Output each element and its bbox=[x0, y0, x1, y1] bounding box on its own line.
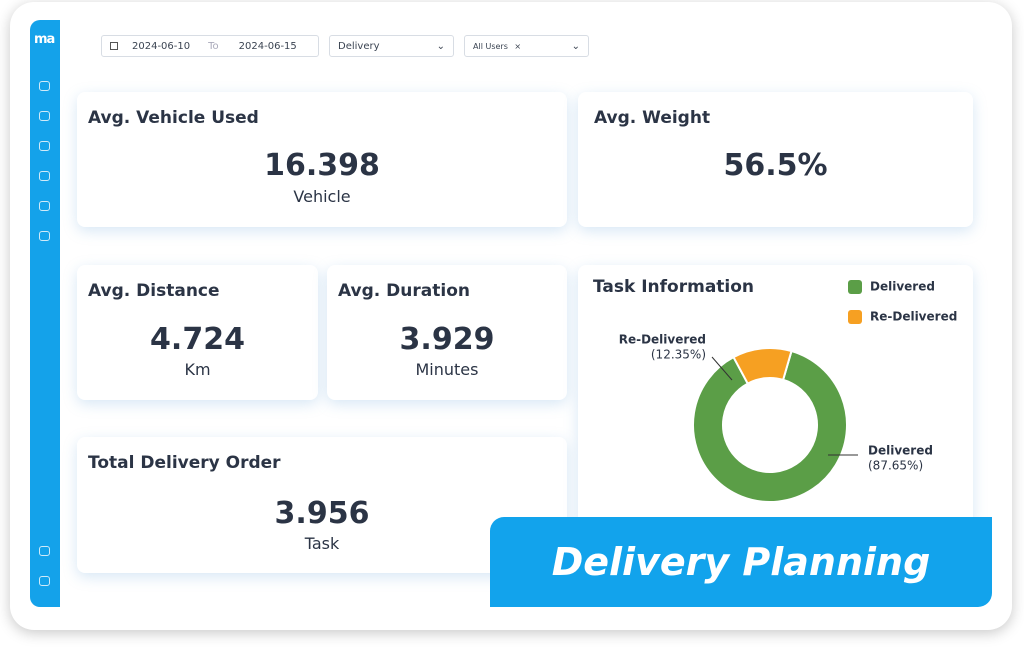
date-from: 2024-06-10 bbox=[132, 40, 191, 52]
card-unit: Km bbox=[184, 360, 211, 379]
legend-swatch bbox=[848, 280, 862, 294]
user-tag: All Users bbox=[473, 41, 508, 51]
callout-label: Delivered bbox=[868, 444, 933, 458]
card-value: 16.398 bbox=[264, 148, 380, 183]
callout-value: (87.65%) bbox=[868, 459, 923, 473]
type-select[interactable]: Delivery ⌄ bbox=[329, 35, 454, 57]
callout-label: Re-Delivered bbox=[619, 333, 706, 347]
metric-card: Avg. Vehicle Used 16.398 Vehicle bbox=[77, 92, 567, 227]
calendar-icon bbox=[110, 42, 118, 50]
callout-value: (12.35%) bbox=[651, 348, 706, 362]
users-select[interactable]: All Users × ⌄ bbox=[464, 35, 589, 57]
nav-icon[interactable] bbox=[39, 546, 50, 556]
chart-title: Task Information bbox=[593, 277, 754, 297]
date-range[interactable]: 2024-06-10 To 2024-06-15 bbox=[101, 35, 319, 57]
banner: Delivery Planning bbox=[490, 517, 992, 607]
date-to: 2024-06-15 bbox=[238, 40, 297, 52]
logo: ma bbox=[34, 32, 55, 47]
nav-icon[interactable] bbox=[39, 111, 50, 121]
metric-card: Avg. Duration 3.929 Minutes bbox=[327, 265, 567, 400]
nav-icon[interactable] bbox=[39, 576, 50, 586]
donut-slice bbox=[692, 349, 848, 503]
card-value: 3.929 bbox=[399, 322, 495, 357]
metric-card: Avg. Weight 56.5% bbox=[578, 92, 973, 227]
card-value: 56.5% bbox=[723, 148, 828, 183]
chevron: ⌄ bbox=[436, 40, 445, 52]
card-unit: Task bbox=[304, 534, 340, 553]
card-title: Avg. Vehicle Used bbox=[88, 108, 259, 128]
type-value: Delivery bbox=[338, 40, 380, 52]
card-unit: Minutes bbox=[415, 360, 479, 379]
legend-label: Re-Delivered bbox=[870, 310, 957, 324]
legend-swatch bbox=[848, 310, 862, 324]
card-title: Avg. Distance bbox=[88, 281, 220, 301]
sidebar bbox=[30, 20, 60, 607]
nav-icon[interactable] bbox=[39, 231, 50, 241]
tag-remove[interactable]: × bbox=[514, 41, 522, 51]
card-title: Avg. Weight bbox=[594, 108, 711, 128]
card-title: Avg. Duration bbox=[338, 281, 470, 301]
card-unit: Vehicle bbox=[293, 187, 351, 206]
nav-icon[interactable] bbox=[39, 81, 50, 91]
nav-icon[interactable] bbox=[39, 201, 50, 211]
card-value: 3.956 bbox=[274, 496, 370, 531]
nav-icon[interactable] bbox=[39, 141, 50, 151]
chevron: ⌄ bbox=[571, 40, 580, 52]
metric-card: Avg. Distance 4.724 Km bbox=[77, 265, 318, 400]
nav-icon[interactable] bbox=[39, 171, 50, 181]
legend-label: Delivered bbox=[870, 280, 935, 294]
donut-slice bbox=[732, 347, 793, 385]
card-value: 4.724 bbox=[150, 322, 245, 357]
date-separator: To bbox=[208, 40, 219, 52]
callout-line bbox=[711, 356, 733, 381]
metric-card: Total Delivery Order 3.956 Task bbox=[77, 437, 567, 573]
card-title: Total Delivery Order bbox=[88, 453, 281, 473]
